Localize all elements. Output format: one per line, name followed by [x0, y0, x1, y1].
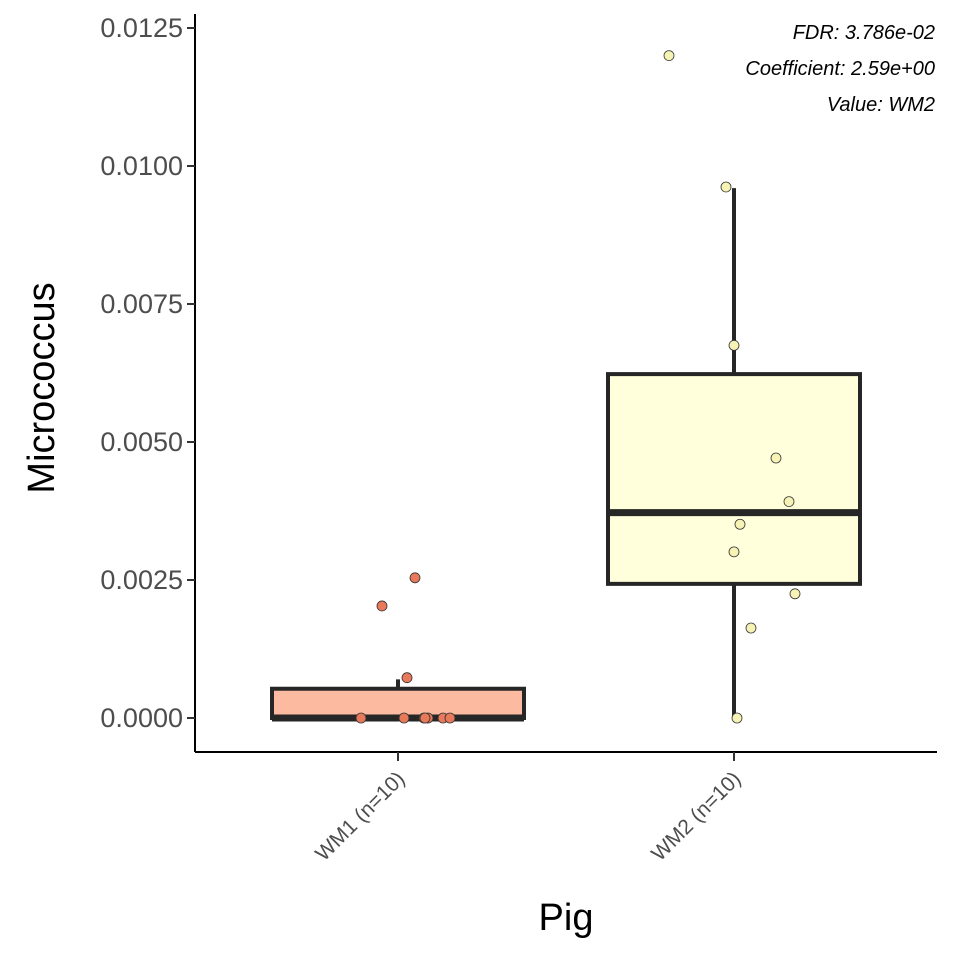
data-point	[728, 339, 740, 351]
data-point	[783, 496, 795, 508]
x-axis-title: Pig	[539, 897, 594, 939]
data-point	[789, 588, 801, 600]
annotation-text: FDR: 3.786e-02	[793, 22, 935, 44]
data-point	[663, 50, 675, 61]
y-tick-label: 0.0050	[100, 427, 183, 457]
x-tick-label: WM1 (n=10)	[311, 767, 409, 865]
box	[270, 686, 526, 721]
data-point	[734, 518, 746, 530]
data-point	[401, 672, 413, 684]
data-point	[731, 712, 743, 724]
y-tick-label: 0.0075	[100, 289, 183, 319]
data-point	[355, 712, 367, 724]
data-point	[745, 622, 757, 634]
y-tick-label: 0.0000	[100, 703, 183, 733]
data-point	[444, 712, 456, 724]
y-axis-title: Micrococcus	[21, 282, 63, 493]
data-point	[770, 452, 782, 464]
data-point	[409, 572, 421, 584]
data-point	[728, 546, 740, 558]
data-point	[398, 712, 410, 724]
annotation-text: Value: WM2	[827, 94, 935, 116]
x-tick-label: WM2 (n=10)	[647, 767, 745, 865]
y-tick-label: 0.0025	[100, 565, 183, 595]
data-point	[419, 712, 431, 724]
y-tick-label: 0.0125	[100, 13, 183, 43]
data-point	[720, 181, 732, 193]
data-point	[376, 600, 388, 612]
annotation-text: Coefficient: 2.59e+00	[745, 58, 935, 80]
y-tick-label: 0.0100	[100, 151, 183, 181]
